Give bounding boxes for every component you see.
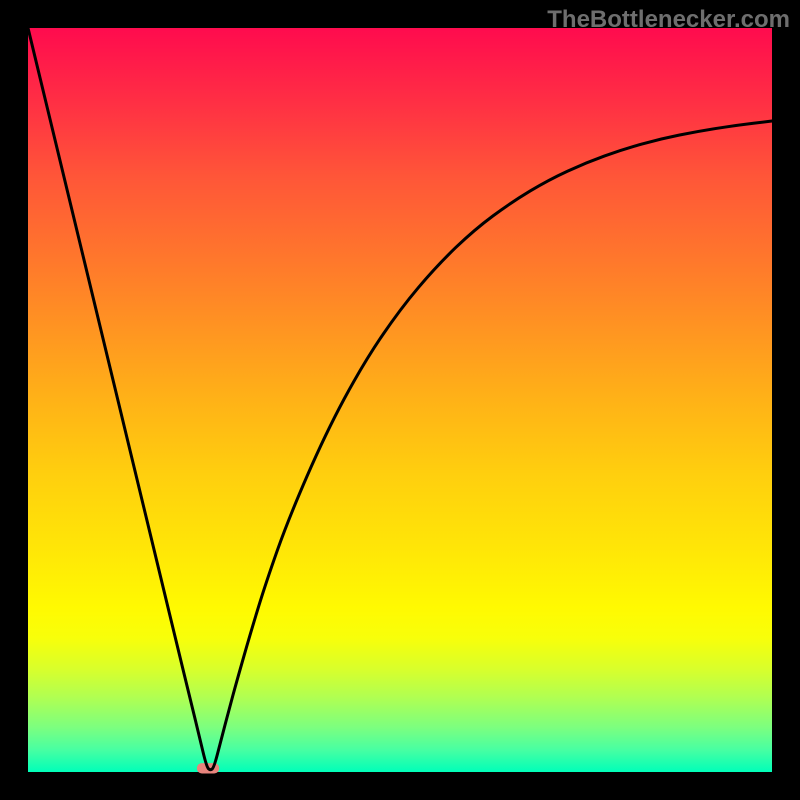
watermark-text: TheBottlenecker.com	[547, 6, 790, 34]
bottleneck-chart: TheBottlenecker.com	[0, 0, 800, 800]
chart-svg	[0, 0, 800, 800]
